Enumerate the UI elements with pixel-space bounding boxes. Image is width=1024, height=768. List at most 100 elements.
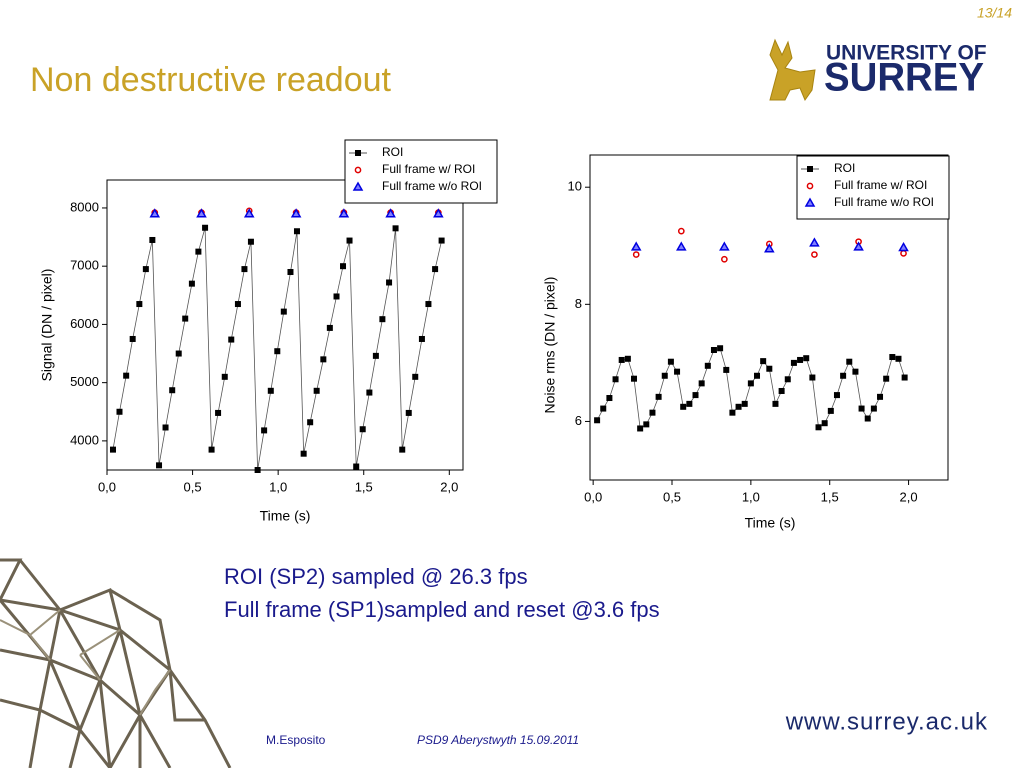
- y-axis-label: Noise rms (DN / pixel): [542, 277, 558, 414]
- marker-triangle: [853, 241, 864, 251]
- marker-square: [766, 365, 773, 372]
- dome-decoration: [0, 558, 232, 768]
- marker-triangle: [338, 208, 350, 218]
- y-tick-label: 6000: [70, 316, 99, 331]
- x-tick-label: 1,0: [269, 479, 287, 494]
- marker-square: [723, 366, 730, 373]
- marker-square: [392, 225, 399, 232]
- marker-square: [710, 347, 717, 353]
- logo-line: UNIVERSITY OF: [826, 42, 987, 65]
- marker-square: [372, 352, 379, 359]
- legend-icon: [354, 166, 362, 174]
- marker-square: [149, 236, 156, 243]
- chart: 0,0 0,5 1,0 1,5 2,0 4000 5000 6000 7000 8000 Time …: [39, 139, 498, 524]
- footer-author: M.Esposito: [266, 733, 326, 747]
- y-tick-label: 8000: [70, 199, 99, 214]
- marker-square: [274, 348, 281, 355]
- marker-square: [680, 403, 687, 410]
- marker-circle: [900, 250, 907, 257]
- marker-square: [741, 400, 748, 407]
- x-tick-label: 1,5: [355, 479, 373, 494]
- marker-square: [287, 269, 294, 276]
- marker-square: [320, 356, 327, 363]
- marker-square: [254, 467, 261, 473]
- marker-square: [692, 392, 699, 399]
- marker-square: [717, 345, 724, 352]
- page-number: 13/14: [977, 5, 1012, 21]
- marker-square: [846, 358, 853, 365]
- marker-square: [624, 355, 631, 362]
- marker-square: [760, 358, 767, 365]
- marker-square: [432, 266, 439, 273]
- plot-frame: [106, 179, 464, 471]
- marker-square: [631, 375, 638, 382]
- legend-icon: [807, 166, 813, 172]
- marker-square: [797, 356, 804, 363]
- marker-square: [340, 263, 347, 270]
- marker-square: [852, 368, 859, 375]
- marker-square: [169, 387, 176, 394]
- x-axis-label: Time (s): [260, 508, 311, 524]
- marker-square: [188, 280, 195, 287]
- marker-square: [594, 417, 601, 424]
- legend-label: Full frame w/o ROI: [382, 179, 482, 193]
- marker-square: [815, 424, 822, 431]
- slide-title: Non destructive readout: [30, 61, 392, 99]
- marker-square: [661, 372, 668, 379]
- marker-square: [412, 373, 419, 380]
- marker-square: [202, 224, 209, 231]
- marker-square: [735, 403, 742, 410]
- marker-square: [359, 426, 366, 433]
- marker-square: [637, 425, 644, 432]
- y-tick-label: 10: [568, 179, 582, 194]
- marker-square: [116, 408, 123, 415]
- marker-square: [655, 393, 662, 400]
- logo: UNIVERSITY OF SURREY: [769, 38, 987, 102]
- marker-square: [405, 409, 412, 416]
- marker-square: [307, 419, 314, 426]
- x-tick-label: 2,0: [900, 489, 918, 504]
- marker-square: [182, 315, 189, 322]
- marker-square: [643, 421, 650, 428]
- marker-triangle: [243, 208, 255, 218]
- marker-square: [208, 446, 215, 453]
- x-tick-label: 0,0: [98, 479, 116, 494]
- legend-label: Full frame w/ ROI: [834, 178, 927, 192]
- y-tick-label: 8: [575, 296, 582, 311]
- marker-square: [686, 400, 693, 407]
- body-line: Full frame (SP1)sampled and reset @3.6 f…: [224, 597, 660, 622]
- marker-square: [293, 228, 300, 235]
- marker-square: [784, 376, 791, 383]
- legend-label: ROI: [834, 161, 855, 175]
- marker-square: [606, 395, 613, 402]
- marker-square: [399, 446, 406, 453]
- plot-frame: [589, 154, 949, 481]
- series-line: [596, 347, 906, 430]
- marker-triangle: [149, 208, 161, 218]
- marker-square: [313, 387, 320, 394]
- marker-square: [870, 405, 877, 412]
- marker-triangle: [630, 241, 642, 251]
- marker-triangle: [764, 243, 775, 253]
- x-tick-label: 1,0: [742, 489, 760, 504]
- marker-circle: [811, 251, 818, 258]
- marker-square: [123, 372, 130, 379]
- x-tick-label: 0,0: [584, 489, 602, 504]
- marker-square: [883, 375, 890, 382]
- marker-circle: [632, 251, 640, 258]
- legend-box: [796, 155, 950, 220]
- marker-square: [889, 354, 896, 361]
- marker-square: [346, 237, 353, 244]
- x-tick-label: 1,5: [821, 489, 839, 504]
- marker-circle: [677, 227, 685, 235]
- marker-triangle: [898, 242, 909, 252]
- body-line: ROI (SP2) sampled @ 26.3 fps: [224, 564, 528, 589]
- marker-square: [809, 374, 816, 381]
- marker-square: [425, 301, 432, 308]
- marker-square: [379, 316, 386, 323]
- legend-label: ROI: [382, 145, 403, 159]
- marker-square: [228, 336, 235, 343]
- marker-square: [864, 415, 871, 422]
